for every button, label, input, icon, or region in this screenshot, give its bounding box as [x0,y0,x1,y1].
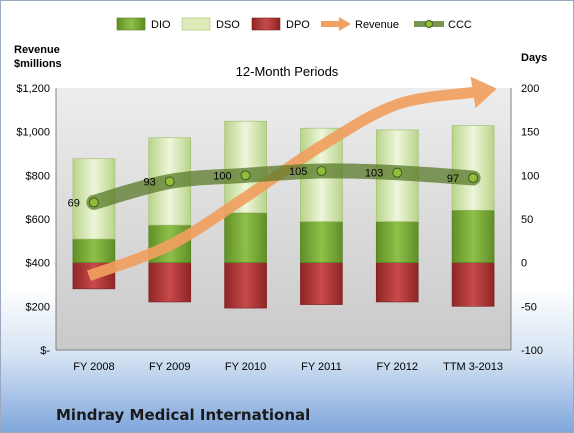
ccc-point [240,170,251,181]
y-right-tick-label: 0 [521,258,527,270]
x-tick-label: FY 2008 [73,361,114,373]
ccc-line [86,163,481,210]
bar-dio [224,212,267,263]
plot-area [56,88,511,350]
legend-swatch-dso [181,17,211,31]
x-tick-label: FY 2012 [377,361,418,373]
ccc-data-label: 69 [68,197,80,209]
ccc-point [392,167,403,178]
y-right-tick-label: 50 [521,214,533,226]
legend-swatch-revenue-head [339,17,351,31]
x-tick-label: FY 2010 [225,361,266,373]
y-right-ticks: -100 -50 0 50 100 150 200 [521,83,543,357]
ccc-point [316,165,327,176]
chart-subtitle: 12-Month Periods [236,64,339,79]
x-tick-label: FY 2009 [149,361,190,373]
bar-dio [451,209,495,263]
company-name: Mindray Medical International [56,406,311,424]
y-left-ticks: $- $200 $400 $600 $800 $1,000 $1,200 [16,83,50,357]
y-left-tick-label: $1,000 [16,127,50,139]
y-right-tick-label: -100 [521,345,543,357]
y-right-tick-label: -50 [521,301,537,313]
y-left-axis-title-line2: $millions [14,58,62,70]
y-left-tick-label: $1,200 [16,83,50,95]
y-left-tick-label: $200 [26,301,50,313]
legend-swatch-dio [116,17,146,31]
y-left-tick-label: $400 [26,258,50,270]
bar-dso [451,125,495,211]
legend-label-revenue: Revenue [355,19,399,31]
ccc-point [88,197,99,208]
x-axis-labels: FY 2008 FY 2009 FY 2010 FY 2011 FY 2012 TTM 3… [73,361,503,373]
legend: DIO DSO DPO Revenue CCC [116,17,472,31]
y-left-tick-label: $800 [26,170,50,182]
y-left-tick-label: $600 [26,214,50,226]
y-left-tick-label: $- [40,345,50,357]
legend-swatch-dpo [251,17,281,31]
bar-dpo [224,262,267,309]
ccc-data-label: 97 [447,173,459,185]
y-right-tick-label: 200 [521,83,539,95]
legend-label-ccc: CCC [448,19,472,31]
ccc-data-label: 93 [144,176,156,188]
y-right-axis-title: Days [521,52,547,64]
bar-dpo [451,262,495,307]
ccc-series: 69 93 100 105 103 97 [68,163,481,210]
y-right-tick-label: 150 [521,127,539,139]
y-left-axis-title-line1: Revenue [14,44,60,56]
bar-dio [72,238,116,263]
legend-label-dpo: DPO [286,19,310,31]
bar-dio [375,221,419,263]
legend-swatch-ccc-dot [425,20,433,28]
bar-dpo [148,262,192,303]
x-tick-label: FY 2011 [301,361,342,373]
revenue-arrowhead [470,76,497,109]
x-tick-label: TTM 3-2013 [443,361,503,373]
ccc-point [164,176,175,187]
y-right-tick-label: 100 [521,170,539,182]
ccc-data-label: 103 [365,168,383,180]
bar-dpo [300,262,343,305]
legend-label-dio: DIO [151,19,171,31]
bar-dpo [375,262,419,303]
bar-dio [300,221,343,263]
ccc-data-label: 100 [213,170,231,182]
legend-label-dso: DSO [216,19,240,31]
ccc-point [468,172,479,183]
ccc-data-label: 105 [289,166,307,178]
